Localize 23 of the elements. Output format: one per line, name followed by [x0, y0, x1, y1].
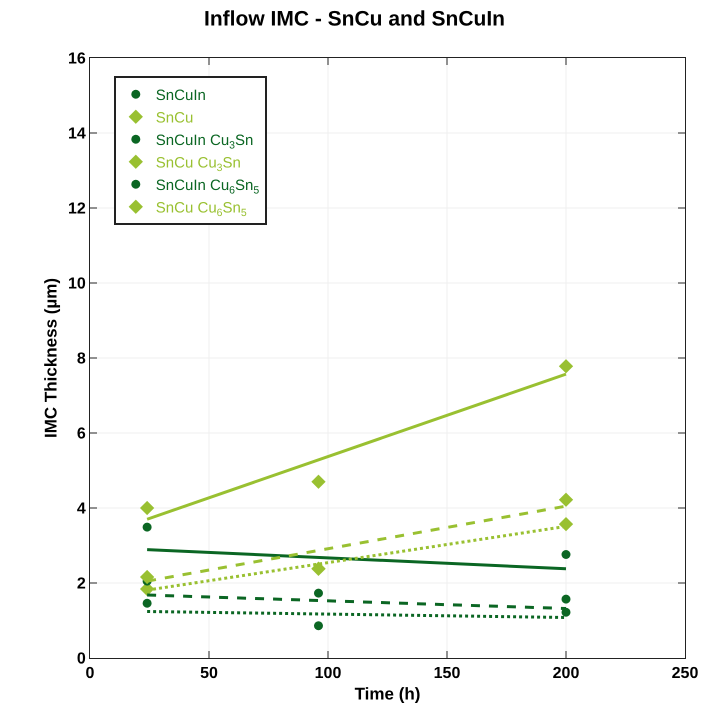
x-tick-label: 50: [200, 665, 218, 682]
y-tick-label: 0: [76, 650, 86, 668]
x-tick-label: 250: [672, 665, 698, 682]
x-axis-title: Time (h): [354, 684, 420, 704]
legend-label: SnCu Cu$_{3}$Sn: [156, 154, 241, 174]
x-tick-label: 100: [314, 665, 342, 682]
x-tick-label: 150: [434, 665, 460, 682]
y-tick-label: 2: [76, 576, 86, 593]
y-tick-label: 6: [76, 426, 86, 443]
y-axis-title: IMC Thickness (µm): [42, 278, 61, 438]
legend-label: SnCu: [156, 110, 194, 127]
legend-label: SnCuIn: [156, 87, 206, 104]
y-tick-label: 8: [76, 350, 86, 368]
legend-label: SnCu Cu$_{6}$Sn$_{5}$: [156, 200, 247, 219]
y-tick-label: 16: [68, 50, 86, 68]
legend-label: SnCuIn Cu$_{6}$Sn$_{5}$: [156, 177, 260, 196]
y-tick-label: 10: [68, 276, 86, 293]
y-tick-label: 4: [76, 500, 86, 518]
y-tick-label: 14: [68, 126, 86, 143]
y-tick-label: 12: [68, 200, 86, 218]
x-tick-label: 200: [552, 665, 580, 682]
chart-title: Inflow IMC - SnCu and SnCuIn: [204, 8, 505, 31]
legend-label: SnCuIn Cu$_{3}$Sn: [156, 132, 254, 152]
